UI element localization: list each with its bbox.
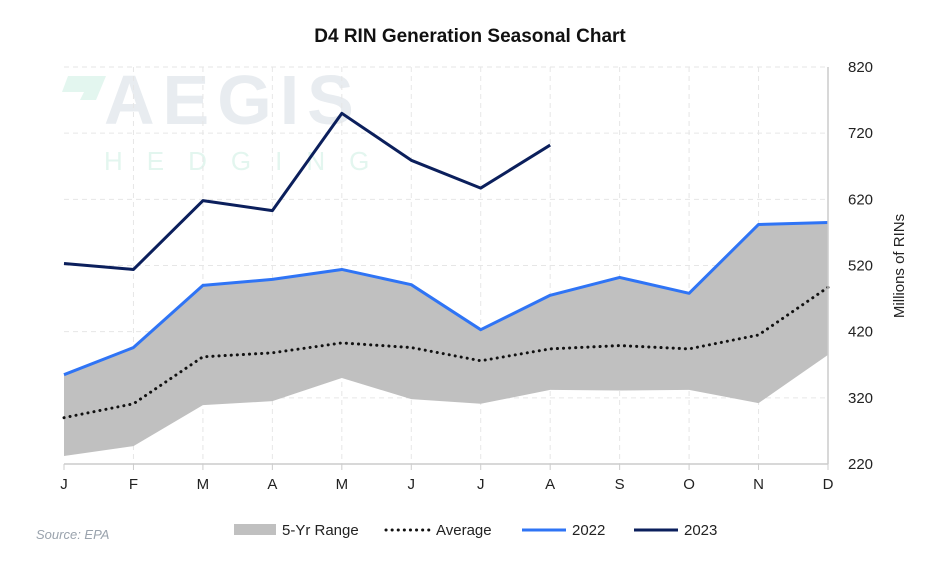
x-tick-label: F [129, 476, 138, 493]
y-tick-label: 520 [848, 258, 873, 275]
x-tick-label: M [197, 476, 210, 493]
y-tick-label: 720 [848, 125, 873, 142]
legend: 5-Yr Range Average 2022 2023 [234, 522, 717, 539]
range-band [64, 222, 828, 457]
legend-swatch-range [234, 524, 276, 535]
y-tick-label: 820 [848, 59, 873, 76]
watermark-line1: AEGIS [104, 61, 362, 139]
x-tick-label: O [683, 476, 695, 493]
y-tick-label: 320 [848, 390, 873, 407]
y-tick-label: 220 [848, 456, 873, 473]
x-tick-label: A [267, 476, 277, 493]
series-line-average [62, 285, 830, 420]
watermark-logo: AEGIS HEDGING [62, 61, 393, 176]
series-line-2022 [63, 220, 829, 377]
x-tick-label: J [60, 476, 68, 493]
legend-label-range: 5-Yr Range [282, 522, 359, 539]
source-note: Source: EPA [36, 527, 109, 542]
y-tick-label: 420 [848, 324, 873, 341]
x-tick-label: S [615, 476, 625, 493]
logo-mark-icon [62, 76, 106, 100]
y-tick-label: 620 [848, 191, 873, 208]
x-tick-label: A [545, 476, 555, 493]
y-axis-label: Millions of RINs [891, 214, 908, 318]
chart-title: D4 RIN Generation Seasonal Chart [314, 26, 626, 47]
x-tick-label: M [336, 476, 349, 493]
series-line-2023 [63, 111, 551, 271]
legend-label-2023: 2023 [684, 522, 717, 539]
x-tick-label: J [408, 476, 416, 493]
watermark-line2: HEDGING [104, 146, 393, 176]
x-tick-label: N [753, 476, 764, 493]
x-tick-label: J [477, 476, 485, 493]
legend-label-average: Average [436, 522, 492, 539]
legend-label-2022: 2022 [572, 522, 605, 539]
x-tick-label: D [823, 476, 834, 493]
